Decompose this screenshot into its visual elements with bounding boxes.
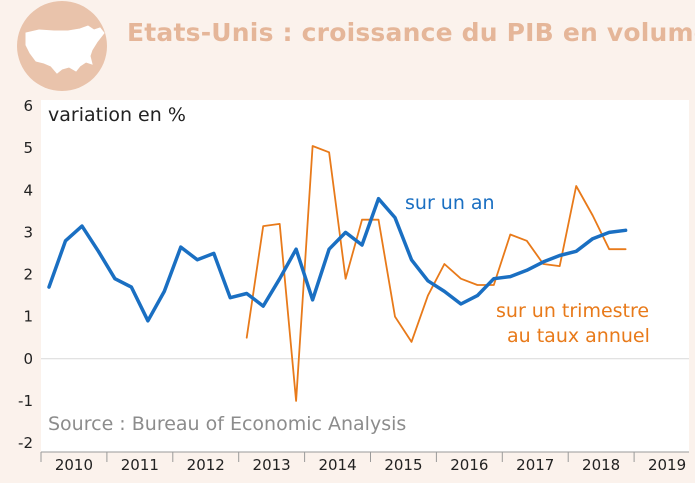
x-tick-label: 2016	[450, 456, 488, 474]
plot-background	[41, 100, 689, 452]
x-tick-label: 2012	[187, 456, 225, 474]
annotation-sur-un-an: sur un an	[405, 192, 495, 214]
y-tick-group: 6 5 4 3 2 1 0 -1 -2	[18, 97, 33, 452]
y-tick-label: 3	[23, 223, 33, 241]
series-line-trimestre	[245, 145, 627, 402]
chart-title: Etats-Unis : croissance du PIB en volume	[127, 18, 695, 47]
y-tick-label: -1	[18, 392, 33, 410]
usa-map-icon	[17, 1, 107, 91]
series-group	[47, 145, 628, 402]
y-tick-label: -2	[18, 434, 33, 452]
x-tick-label: 2018	[582, 456, 620, 474]
y-tick-label: 5	[23, 139, 33, 157]
x-tick-label: 2019	[648, 456, 686, 474]
x-tick-label: 2017	[516, 456, 554, 474]
series-line-sur-un-an	[47, 196, 628, 323]
x-tick-label: 2013	[253, 456, 291, 474]
y-tick-label: 2	[23, 266, 33, 284]
annotation-trimestre-line2: au taux annuel	[507, 325, 650, 347]
y-tick-label: 6	[23, 97, 33, 115]
y-tick-label: 4	[23, 181, 33, 199]
y-tick-label: 0	[23, 350, 33, 368]
y-tick-label: 1	[23, 308, 33, 326]
y-axis-label: variation en %	[48, 104, 186, 126]
source-note: Source : Bureau of Economic Analysis	[48, 413, 406, 435]
annotation-trimestre-line1: sur un trimestre	[496, 300, 649, 322]
x-tick-label: 2010	[55, 456, 93, 474]
x-tick-label: 2014	[318, 456, 356, 474]
x-tick-group: 2010 2011 2012 2013 2014 2015 2016 2017 2018 2019	[40, 452, 686, 474]
x-tick-label: 2011	[121, 456, 159, 474]
x-tick-label: 2015	[384, 456, 422, 474]
